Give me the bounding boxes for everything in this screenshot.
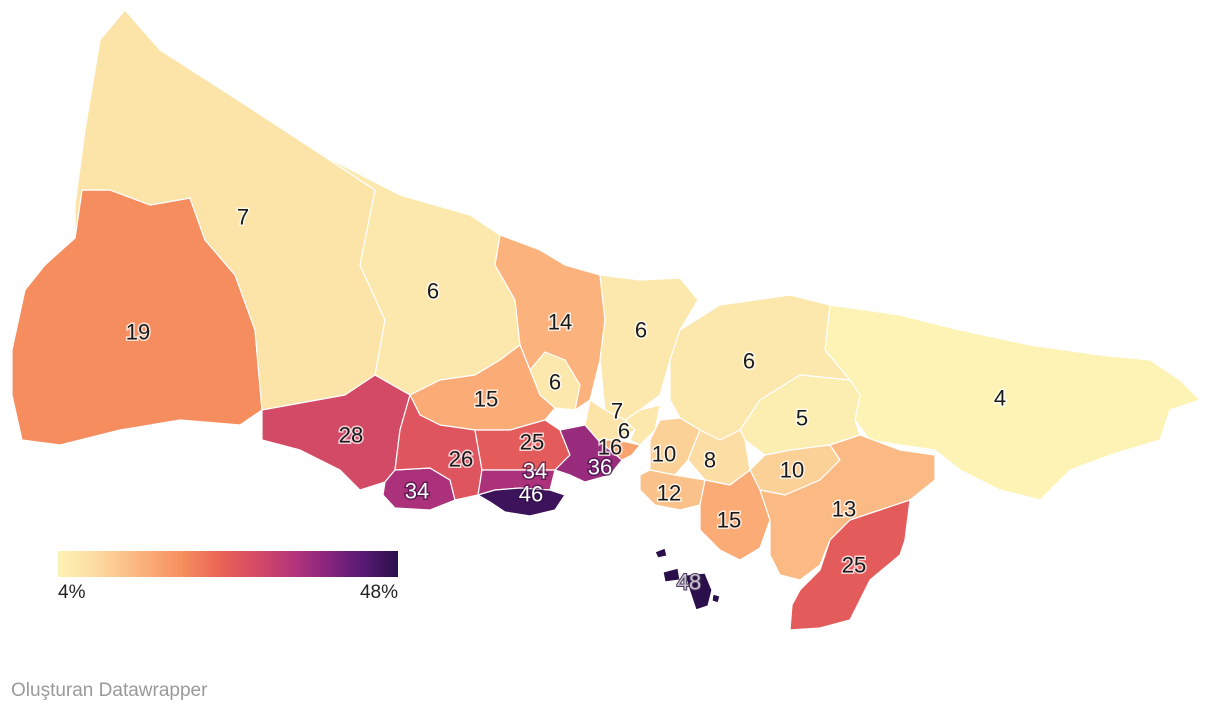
label-beyoglu: 16	[598, 435, 622, 460]
label-sile: 4	[994, 386, 1006, 411]
label-buyukcekmece: 34	[405, 479, 429, 504]
label-kagithane: 6	[549, 370, 561, 395]
credit-text: Oluşturan Datawrapper	[11, 680, 208, 701]
label-arnavutkoy: 7	[237, 205, 249, 230]
district-tuzla[interactable]	[789, 499, 911, 631]
label-zeytinburnu: 36	[588, 455, 612, 480]
legend-min-label: 4%	[58, 582, 86, 603]
label-beykoz: 6	[743, 349, 755, 374]
label-bagcilar: 25	[520, 430, 544, 455]
label-sancaktepe: 10	[780, 458, 804, 483]
label-catalca: 19	[126, 320, 150, 345]
label-silivri: 28	[339, 423, 363, 448]
label-uskudar: 10	[652, 442, 676, 467]
legend-max-label: 48%	[359, 582, 398, 603]
label-esenyurt: 26	[449, 447, 473, 472]
label-gaziosmanpasa: 14	[548, 310, 572, 335]
color-legend: 4% 48%	[58, 551, 398, 606]
district-zeytinburnu[interactable]	[554, 424, 623, 483]
label-bahcelievler: 34	[523, 459, 547, 484]
label-sisli: 6	[618, 419, 630, 444]
label-kucukcekmece: 46	[519, 482, 543, 507]
legend-labels: 4% 48%	[58, 582, 398, 606]
district-arnavutkoy[interactable]	[74, 9, 386, 411]
district-kucukcekmece[interactable]	[477, 487, 566, 517]
district-uskudar[interactable]	[649, 417, 701, 476]
district-adalar-island-3[interactable]	[684, 572, 713, 611]
district-beyoglu[interactable]	[597, 439, 641, 461]
district-adalar-island-2[interactable]	[662, 567, 681, 583]
district-adalar-island-4[interactable]	[711, 593, 721, 604]
label-sariyer: 6	[635, 318, 647, 343]
label-kadikoy: 12	[657, 481, 681, 506]
label-besiktas: 7	[611, 399, 623, 424]
label-adalar: 48	[677, 570, 701, 595]
label-cekmekoy: 5	[796, 406, 808, 431]
label-basaksehir: 15	[474, 387, 498, 412]
district-gaziosmanpasa[interactable]	[494, 234, 606, 411]
label-tuzla: 25	[842, 553, 866, 578]
district-adalar-island-1[interactable]	[654, 547, 668, 559]
district-sisli[interactable]	[624, 404, 661, 446]
label-eyupsultan: 6	[427, 279, 439, 304]
district-sariyer[interactable]	[599, 274, 699, 421]
label-maltepe: 15	[717, 508, 741, 533]
label-umraniye: 8	[704, 448, 716, 473]
legend-gradient-bar	[58, 551, 398, 577]
label-pendik: 13	[832, 497, 856, 522]
